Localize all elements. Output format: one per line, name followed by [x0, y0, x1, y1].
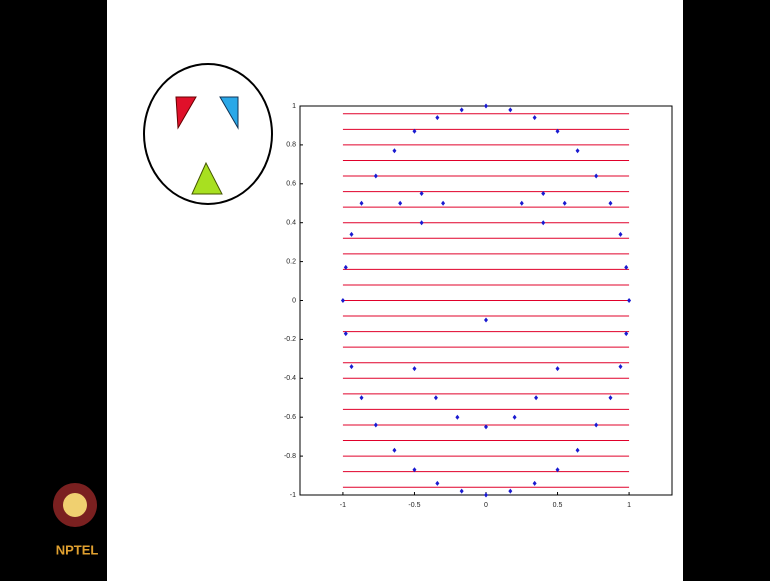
x-tick-label: 1 — [627, 502, 631, 509]
y-tick-label: -1 — [290, 492, 296, 499]
x-tick-label: -1 — [340, 502, 346, 509]
y-tick-label: -0.4 — [284, 375, 296, 382]
logo-center — [63, 493, 87, 517]
y-tick-label: -0.6 — [284, 414, 296, 421]
y-tick-label: 0.8 — [286, 142, 296, 149]
right-bar — [683, 0, 770, 581]
x-tick-label: 0.5 — [553, 502, 563, 509]
slide: NPTEL -1 -0.8 -0.6 -0.4 -0.2 0 0.2 0.4 0.6 0.8 1 -1… — [0, 0, 770, 581]
logo-text: NPTEL — [56, 542, 99, 557]
x-tick-label: 0 — [484, 502, 488, 509]
y-tick-label: 1 — [292, 103, 296, 110]
y-tick-label: 0.4 — [286, 220, 296, 227]
x-tick-label: -0.5 — [408, 502, 420, 509]
y-tick-label: 0.6 — [286, 181, 296, 188]
y-tick-label: -0.2 — [284, 336, 296, 343]
y-tick-label: 0.2 — [286, 258, 296, 265]
page: NPTEL -1 -0.8 -0.6 -0.4 -0.2 0 0.2 0.4 0.6 0.8 1 -1… — [0, 0, 770, 581]
y-tick-label: 0 — [292, 297, 296, 304]
face-icon — [144, 64, 272, 204]
y-tick-label: -0.8 — [284, 453, 296, 460]
